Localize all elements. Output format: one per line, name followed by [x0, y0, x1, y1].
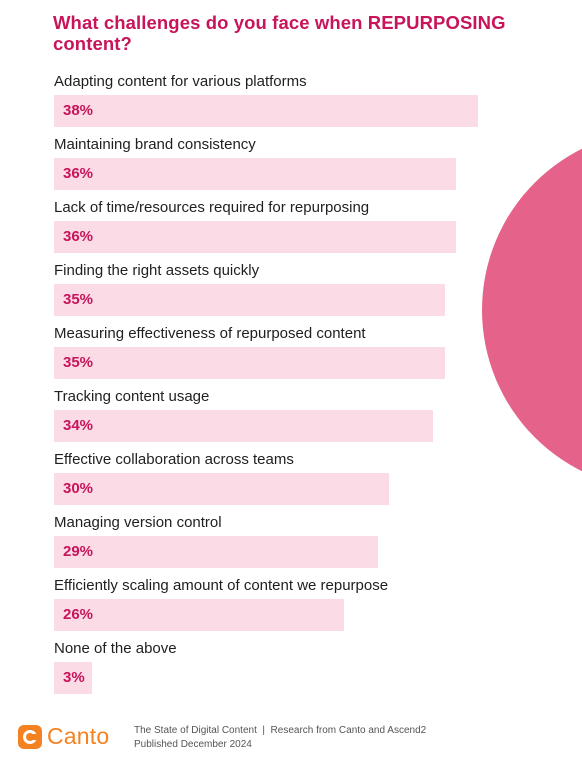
bar-value-label: 26%: [63, 606, 94, 623]
bar-category-label: Maintaining brand consistency: [54, 136, 256, 153]
bar-value-label: 34%: [63, 417, 94, 434]
footer: Canto The State of Digital Content | Res…: [0, 715, 582, 760]
bar-value-label: 38%: [63, 102, 94, 119]
bar-category-label: Managing version control: [54, 514, 222, 531]
bar-category-label: Lack of time/resources required for repu…: [54, 199, 370, 216]
bar-value-label: 36%: [63, 165, 94, 182]
bar: [54, 284, 445, 316]
bar: [54, 473, 389, 505]
canto-logo-icon: [18, 724, 42, 749]
canto-logo: Canto: [18, 723, 109, 750]
bar-category-label: None of the above: [54, 640, 177, 657]
footer-published-line: Published December 2024: [134, 739, 252, 750]
bar: [54, 158, 456, 190]
bar-category-label: Efficiently scaling amount of content we…: [54, 577, 389, 594]
bar-chart: Adapting content for various platforms 38…: [54, 73, 479, 694]
bar-category-label: Finding the right assets quickly: [54, 262, 260, 279]
bar: [54, 410, 434, 442]
chart-title: What challenges do you face when REPURPO…: [53, 12, 506, 54]
bar-value-label: 30%: [63, 480, 94, 497]
canto-logo-text: Canto: [47, 723, 110, 749]
bar-value-label: 3%: [63, 669, 85, 686]
bar: [54, 599, 345, 631]
bar-category-label: Measuring effectiveness of repurposed co…: [54, 325, 366, 342]
bar-value-label: 35%: [63, 291, 94, 308]
bar: [54, 95, 479, 127]
bar: [54, 536, 378, 568]
bar-category-label: Effective collaboration across teams: [54, 451, 294, 468]
footer-credits: The State of Digital Content | Research …: [134, 724, 426, 752]
bar-category-label: Tracking content usage: [54, 388, 210, 405]
bar: [54, 347, 445, 379]
bar-value-label: 29%: [63, 543, 94, 560]
bar: [54, 221, 456, 253]
bar-category-label: Adapting content for various platforms: [54, 73, 307, 90]
bar-value-label: 35%: [63, 354, 94, 371]
bar-value-label: 36%: [63, 228, 94, 245]
bar: [54, 662, 92, 694]
footer-source-line: The State of Digital Content | Research …: [134, 725, 427, 736]
